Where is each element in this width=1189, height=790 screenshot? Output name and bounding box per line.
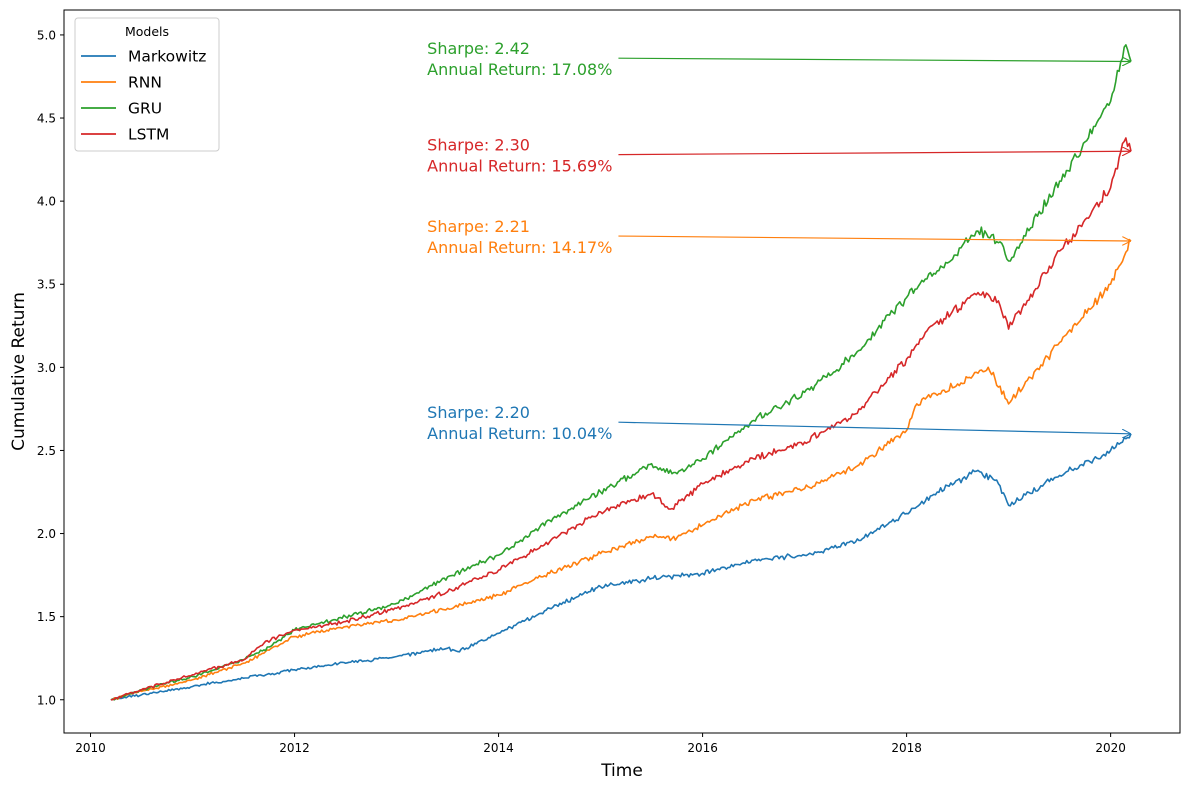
legend-label: Markowitz [128,48,206,66]
annotation-arrow [618,151,1131,154]
annotation-arrow [618,421,1131,434]
y-tick-label: 2.0 [37,527,56,541]
annotation-sharpe: Sharpe: 2.20 [427,403,530,422]
series-line-markowitz [110,433,1132,701]
legend: Models Markowitz RNN GRU LSTM [74,17,220,152]
legend-item-rnn: RNN [81,74,162,92]
x-tick-label: 2020 [1095,741,1126,755]
annotation-annual-return: Annual Return: 15.69% [427,157,612,176]
x-tick-label: 2016 [687,741,718,755]
annotation-arrow [618,58,1131,61]
axes: 2010 2012 2014 2016 2018 2020 1.0 1.5 2.0 2.5 3.0 3… [9,9,1181,781]
legend-label: RNN [128,74,162,92]
y-tick-label: 4.5 [37,112,56,126]
y-tick-label: 2.5 [37,444,56,458]
x-axis-title: Time [600,761,643,781]
annotation-annual-return: Annual Return: 10.04% [427,424,612,443]
series-line-lstm [110,137,1132,701]
x-tick-label: 2014 [483,741,514,755]
legend-label: GRU [128,100,162,118]
y-tick-label: 1.0 [37,693,56,707]
x-tick-label: 2018 [891,741,922,755]
annotation-markowitz: Sharpe: 2.20 Annual Return: 10.04% [427,403,1131,443]
series-line-rnn [110,238,1132,701]
plot-area [110,44,1132,701]
annotation-rnn: Sharpe: 2.21 Annual Return: 14.17% [427,217,1131,257]
annotation-annual-return: Annual Return: 17.08% [427,60,612,79]
y-tick-label: 3.0 [37,361,56,375]
legend-item-markowitz: Markowitz [81,48,206,66]
axes-frame [63,9,1181,734]
y-tick-label: 1.5 [37,610,56,624]
legend-item-gru: GRU [81,100,162,118]
y-tick-label: 5.0 [37,28,56,42]
legend-label: LSTM [128,126,169,144]
x-tick-label: 2012 [279,741,310,755]
annotation-arrow [618,235,1131,241]
legend-box [74,17,220,152]
annotation-lstm: Sharpe: 2.30 Annual Return: 15.69% [427,136,1131,176]
y-axis-title: Cumulative Return [9,292,29,451]
annotation-sharpe: Sharpe: 2.30 [427,136,530,155]
annotation-sharpe: Sharpe: 2.21 [427,217,530,236]
annotation-sharpe: Sharpe: 2.42 [427,39,530,58]
legend-title: Models [125,24,169,39]
x-tick-label: 2010 [75,741,106,755]
annotation-annual-return: Annual Return: 14.17% [427,238,612,257]
annotation-gru: Sharpe: 2.42 Annual Return: 17.08% [427,39,1131,79]
y-tick-label: 3.5 [37,278,56,292]
legend-item-lstm: LSTM [81,126,169,144]
y-tick-label: 4.0 [37,195,56,209]
series-line-gru [110,44,1132,701]
